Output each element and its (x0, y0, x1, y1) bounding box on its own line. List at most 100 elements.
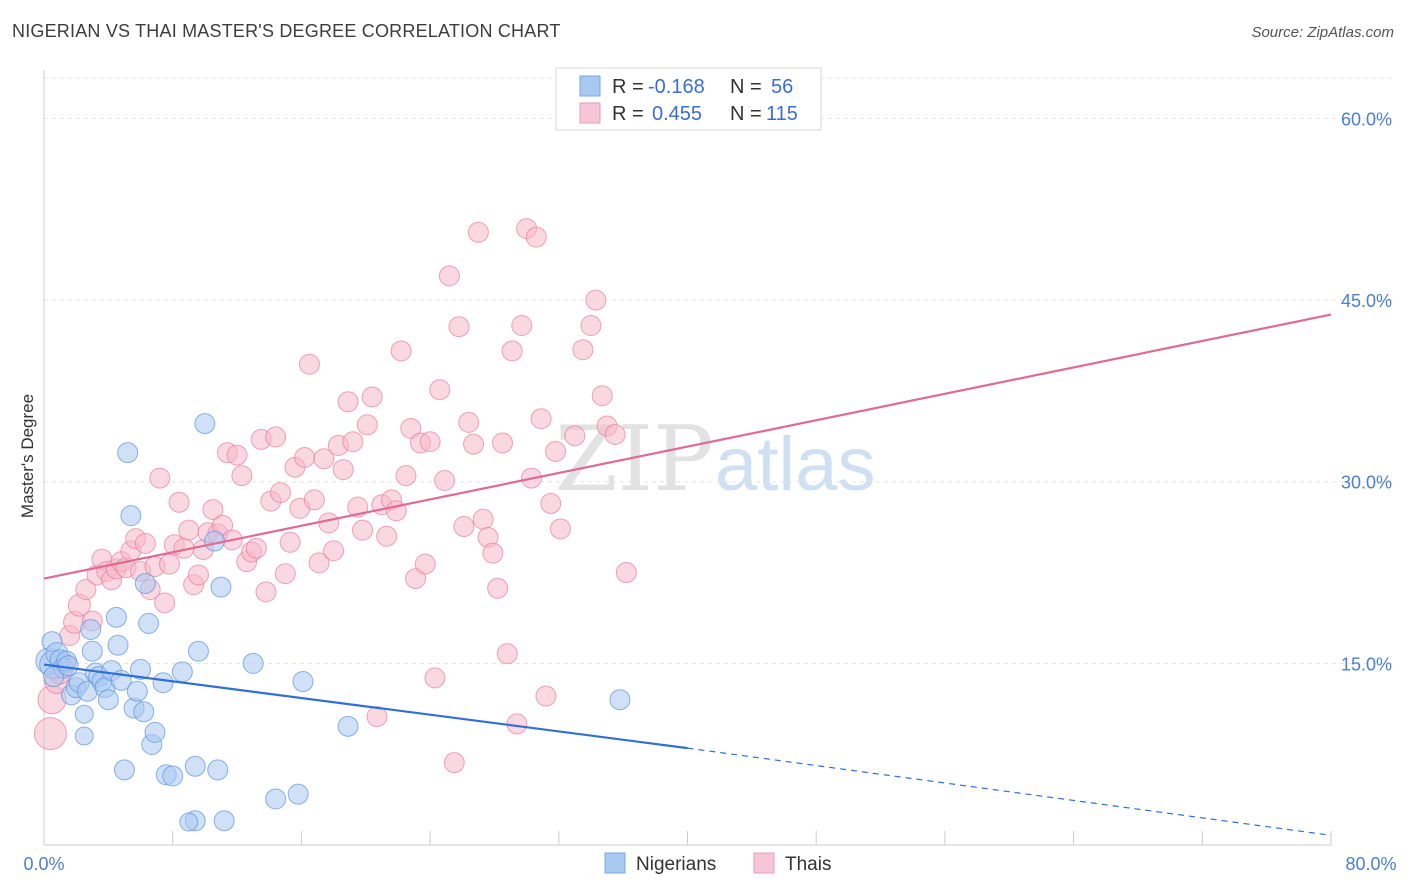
thais-point-105 (545, 440, 567, 462)
thais-point-27 (168, 491, 190, 513)
y-tick-labels: 15.0% 30.0% 45.0% 60.0% (1341, 109, 1392, 674)
nigerians-point-30 (126, 680, 148, 702)
gridlines (44, 77, 1392, 664)
nigerians-point-13 (74, 726, 94, 746)
nigerians-point-15 (80, 618, 102, 640)
thais-point-49 (274, 563, 296, 585)
legend-swatch-thais (579, 102, 601, 124)
nigerians-point-27 (117, 442, 139, 464)
thais-point-8 (75, 578, 97, 600)
series-legend-label-thais: Thais (785, 854, 831, 875)
y-tick-label-30: 30.0% (1341, 473, 1392, 493)
thais-point-101 (525, 226, 547, 248)
thais-point-92 (482, 542, 504, 564)
legend-r-label-1: R = (612, 76, 644, 98)
thais-point-73 (390, 340, 412, 362)
thais-point-110 (585, 289, 607, 311)
thais-point-39 (226, 444, 248, 466)
nigerians-trend-line (43, 663, 688, 750)
thais-point-93 (487, 577, 509, 599)
legend-r-value-2: 0.455 (652, 103, 702, 125)
thais-point-31 (187, 564, 209, 586)
thais-point-34 (202, 499, 224, 521)
nigerians-point-49 (287, 783, 309, 805)
chart-title: NIGERIAN VS THAI MASTER'S DEGREE CORRELA… (12, 21, 561, 41)
nigerians-point-44 (204, 530, 226, 552)
y-tick-label-60: 60.0% (1341, 109, 1392, 129)
legend-r-label-2: R = (612, 103, 644, 125)
thais-point-65 (352, 519, 374, 541)
nigerians-point-24 (107, 634, 129, 656)
y-axis-label: Master's Degree (18, 394, 37, 518)
thais-point-45 (255, 581, 277, 603)
nigerians-point-50 (292, 671, 314, 693)
stats-legend: R = -0.168 N = 56 R = 0.455 N = 115 (555, 67, 822, 131)
x-ticks (172, 831, 1332, 845)
thais-point-43 (245, 537, 267, 559)
nigerians-point-34 (138, 612, 160, 634)
thais-point-54 (298, 353, 320, 375)
thais-point-67 (361, 386, 383, 408)
legend-r-value-1: -0.168 (648, 76, 705, 98)
nigerians-point-45 (194, 413, 216, 435)
thais-point-79 (419, 431, 441, 453)
legend-n-label-2: N = (730, 103, 762, 125)
nigerians-point-48 (265, 788, 287, 810)
y-tick-label-45: 45.0% (1341, 291, 1392, 311)
watermark-zip: ZIP (555, 407, 714, 512)
thais-point-75 (400, 417, 422, 439)
thais-point-109 (580, 315, 602, 337)
thais-point-84 (443, 752, 465, 774)
thais-point-89 (467, 221, 489, 243)
thais-point-53 (294, 447, 316, 468)
legend-n-value-1: 56 (771, 76, 793, 98)
thais-point-62 (337, 391, 359, 413)
nigerians-point-31 (130, 658, 152, 680)
nigerians-point-23 (105, 606, 127, 628)
thais-point-70 (376, 525, 398, 547)
thais-point-76 (405, 568, 427, 590)
thais-point-106 (549, 518, 571, 540)
thais-point-82 (434, 470, 456, 492)
nigerians-point-21 (97, 689, 119, 711)
legend-swatch-nigerians (579, 75, 601, 97)
thais-point-74 (395, 465, 417, 487)
series-legend: Nigerians Thais (604, 852, 831, 875)
thais-point-108 (572, 339, 594, 361)
thais-point-56 (308, 552, 330, 574)
nigerians-point-36 (144, 721, 166, 743)
thais-point-68 (366, 706, 388, 728)
thais-point-86 (453, 516, 475, 538)
scatter-points (33, 218, 637, 832)
thais-point-111 (591, 385, 613, 407)
thais-point-85 (448, 316, 470, 338)
thais-point-47 (265, 426, 287, 448)
x-tick-label-min: 0.0% (23, 854, 64, 874)
thais-point-104 (540, 493, 562, 515)
nigerians-point-12 (74, 704, 94, 724)
thais-point-114 (615, 562, 637, 584)
thais-point-88 (463, 433, 485, 455)
thais-point-78 (414, 553, 436, 575)
watermark-atlas: atlas (715, 422, 876, 507)
thais-point-98 (511, 315, 533, 337)
x-tick-label-max: 80.0% (1345, 854, 1396, 874)
nigerians-point-37 (152, 672, 174, 694)
thais-point-90 (472, 508, 494, 530)
thais-point-29 (178, 519, 200, 541)
nigerians-point-16 (81, 640, 103, 662)
nigerians-point-47 (242, 652, 264, 674)
nigerians-point-28 (120, 505, 142, 527)
thais-point-23 (149, 467, 171, 489)
thais-point-59 (323, 540, 345, 562)
thais-point-95 (496, 643, 518, 665)
chart-source: Source: ZipAtlas.com (1251, 24, 1394, 41)
thais-point-61 (332, 459, 354, 481)
thais-point-87 (458, 411, 480, 433)
thais-point-20 (134, 532, 156, 554)
nigerians-point-42 (187, 640, 209, 662)
nigerians-point-53 (213, 810, 235, 832)
thais-point-107 (564, 425, 586, 447)
thais-point-63 (342, 431, 364, 453)
